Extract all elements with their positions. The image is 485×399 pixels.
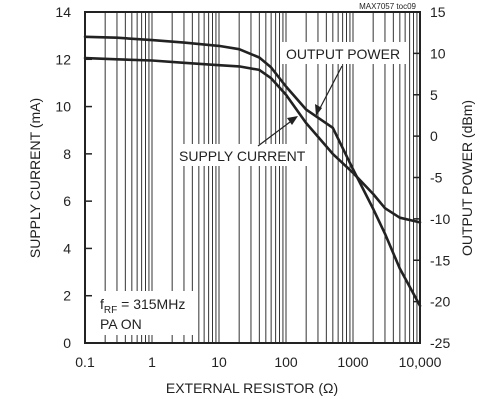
y-right-tick-label: 10	[430, 45, 446, 61]
output-power-label: OUTPUT POWER	[286, 46, 400, 62]
y-left-tick-label: 10	[55, 99, 71, 115]
y-left-tick-label: 8	[63, 146, 71, 162]
y-right-tick-label: 15	[430, 4, 446, 20]
grid-lines	[104, 12, 418, 343]
y-right-tick-label: -10	[430, 211, 450, 227]
y-left-tick-label: 14	[55, 4, 71, 20]
supply-current-label-bg	[173, 144, 307, 166]
x-tick-label: 10,000	[399, 354, 442, 370]
y-left-tick-label: 4	[63, 240, 71, 256]
output-power-pointer	[317, 65, 343, 113]
y-left-tick-label: 12	[55, 51, 71, 67]
y-axis-label-right: OUTPUT POWER (dBm)	[459, 100, 475, 256]
y-axis-label-left: SUPPLY CURRENT (mA)	[27, 98, 43, 258]
y-right-tick-label: -15	[430, 252, 450, 268]
output-power-arrowhead	[315, 104, 322, 116]
condition-pa-state: PA ON	[100, 316, 142, 332]
chart-id: MAX7057 toc09	[359, 2, 416, 11]
x-tick-label: 100	[274, 354, 298, 370]
series-line-supply-current	[83, 56, 422, 224]
x-tick-label: 1000	[337, 354, 368, 370]
y-right-tick-label: -25	[430, 335, 450, 351]
x-tick-label: 10	[211, 354, 227, 370]
x-tick-label: 0.1	[75, 354, 95, 370]
y-right-tick-label: 0	[430, 128, 438, 144]
supply-current-pointer	[257, 118, 295, 147]
x-axis-label: EXTERNAL RESISTOR (Ω)	[166, 380, 338, 396]
output-power-label-bg	[280, 42, 408, 64]
supply-current-arrowhead	[287, 116, 298, 125]
conditions-bg	[96, 291, 194, 335]
x-tick-label: 1	[148, 354, 156, 370]
y-right-tick-label: -20	[430, 294, 450, 310]
y-left-tick-label: 2	[63, 288, 71, 304]
axis-ticks: 0.1 1 10 100 1000 10,00002468101214-25-20-15-…	[55, 4, 450, 370]
condition-frequency: fRF = 315MHz	[100, 296, 185, 316]
series-line-output-power	[83, 35, 422, 308]
supply-current-label: SUPPLY CURRENT	[179, 148, 306, 164]
y-right-tick-label: -5	[430, 170, 443, 186]
y-left-tick-label: 0	[63, 335, 71, 351]
y-right-tick-label: 5	[430, 87, 438, 103]
data-series	[83, 35, 422, 308]
y-left-tick-label: 6	[63, 193, 71, 209]
